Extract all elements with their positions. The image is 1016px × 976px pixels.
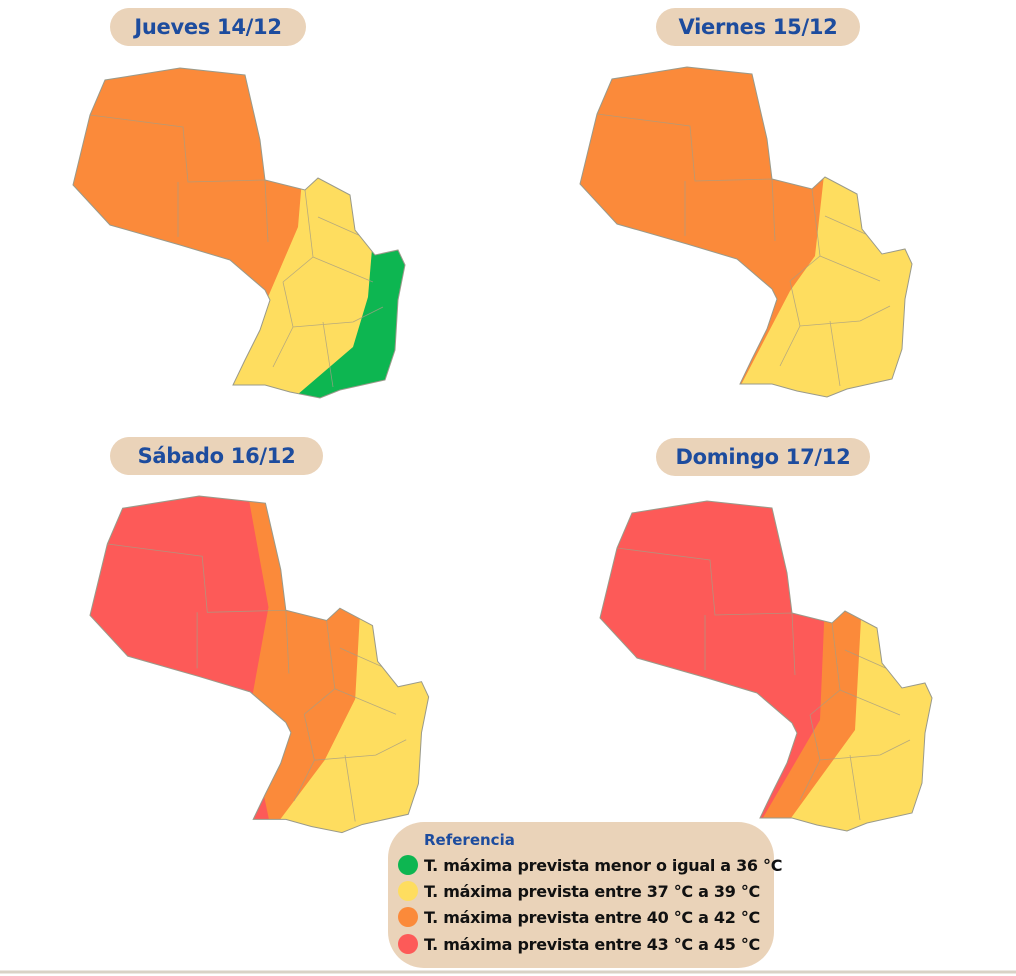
legend-swatch [398, 881, 418, 901]
legend-item: T. máxima prevista entre 43 °C a 45 °C [398, 934, 760, 954]
legend-swatch [398, 907, 418, 927]
legend-label: T. máxima prevista entre 40 °C a 42 °C [424, 907, 760, 927]
day-title: Jueves 14/12 [110, 8, 306, 46]
legend-swatch [398, 855, 418, 875]
legend-label: T. máxima prevista menor o igual a 36 °C [424, 855, 783, 875]
legend-label: T. máxima prevista entre 43 °C a 45 °C [424, 934, 760, 954]
legend-item: T. máxima prevista entre 40 °C a 42 °C [398, 907, 760, 927]
day-title: Viernes 15/12 [656, 8, 860, 46]
day-title: Sábado 16/12 [110, 437, 323, 475]
map-domingo [599, 500, 933, 832]
legend-title: Referencia [424, 831, 515, 849]
legend: Referencia T. máxima prevista menor o ig… [388, 822, 782, 968]
legend-label: T. máxima prevista entre 37 °C a 39 °C [424, 881, 760, 901]
map-jueves [72, 67, 406, 399]
day-title: Domingo 17/12 [656, 438, 870, 476]
legend-swatch [398, 934, 418, 954]
legend-item: T. máxima prevista entre 37 °C a 39 °C [398, 881, 760, 901]
map-viernes [579, 66, 913, 398]
map-sabado [89, 495, 430, 834]
legend-item: T. máxima prevista menor o igual a 36 °C [398, 855, 782, 875]
